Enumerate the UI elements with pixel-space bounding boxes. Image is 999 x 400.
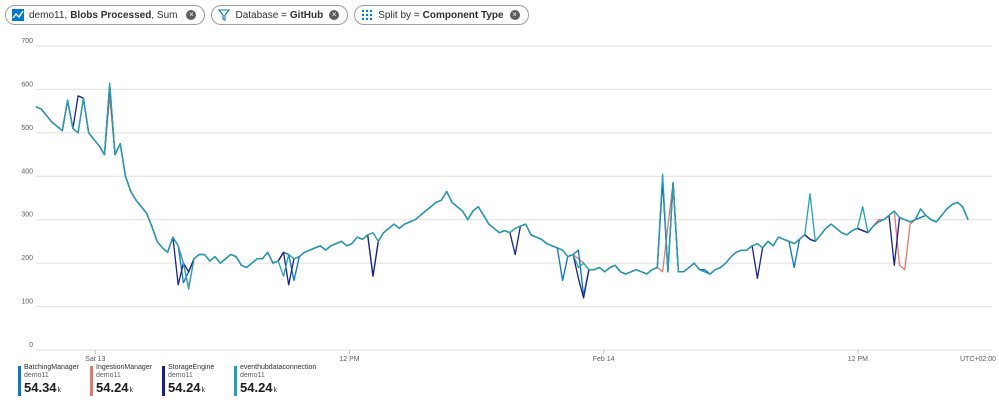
- y-tick-label: 300: [21, 212, 33, 219]
- filter-label: Database =: [235, 9, 287, 21]
- legend-color-bar: [162, 366, 165, 396]
- y-tick-label: 700: [21, 38, 33, 45]
- x-tick-label: Sat 13: [85, 356, 105, 363]
- close-icon[interactable]: ×: [329, 10, 340, 20]
- legend-series-value: 54.24k: [96, 380, 134, 395]
- filter-icon: [217, 8, 231, 22]
- series-line-eventhubdataconnection[interactable]: [35, 82, 969, 290]
- x-tick-label: Feb 14: [593, 356, 615, 363]
- metric-pill[interactable]: demo11, Blobs Processed, Sum ×: [5, 5, 206, 25]
- legend-series-name: StorageEngine: [168, 364, 215, 371]
- legend-series-value: 54.24k: [240, 380, 278, 395]
- split-icon: [360, 8, 374, 22]
- chart-legend: BatchingManager demo11 54.34k IngestionM…: [18, 364, 330, 398]
- legend-series-value: 54.34k: [24, 380, 62, 395]
- legend-series-name: BatchingManager: [24, 364, 79, 371]
- y-tick-label: 100: [21, 299, 33, 306]
- x-tick-label: 12 PM: [339, 356, 359, 363]
- y-tick-label: 400: [21, 168, 33, 175]
- legend-series-sub: demo11: [168, 372, 193, 379]
- legend-series-name: eventhubdataconnection: [240, 364, 317, 371]
- split-pill[interactable]: Split by = Component Type ×: [354, 5, 529, 25]
- filter-value: GitHub: [289, 9, 324, 21]
- legend-series-sub: demo11: [96, 372, 121, 379]
- legend-series-value: 54.24k: [168, 380, 206, 395]
- legend-series-sub: demo11: [240, 372, 265, 379]
- legend-color-bar: [234, 366, 237, 396]
- split-label: Split by =: [378, 9, 420, 21]
- database-filter-pill[interactable]: Database = GitHub ×: [211, 5, 349, 25]
- legend-series-sub: demo11: [24, 372, 49, 379]
- legend-item[interactable]: IngestionManager demo11 54.24k: [90, 364, 162, 398]
- y-tick-label: 600: [21, 81, 33, 88]
- legend-series-name: IngestionManager: [96, 364, 153, 371]
- y-tick-label: 0: [29, 342, 33, 349]
- close-icon[interactable]: ×: [186, 10, 197, 20]
- y-tick-label: 200: [21, 255, 33, 262]
- split-value: Component Type: [422, 9, 504, 21]
- timezone-label: UTC+02:00: [960, 356, 996, 363]
- legend-item[interactable]: BatchingManager demo11 54.34k: [18, 364, 90, 398]
- legend-item[interactable]: eventhubdataconnection demo11 54.24k: [234, 364, 330, 398]
- legend-color-bar: [18, 366, 21, 396]
- series-line-StorageEngine[interactable]: [35, 84, 969, 299]
- x-tick-label: 12 PM: [848, 356, 868, 363]
- metric-chart-icon: [11, 8, 25, 22]
- legend-color-bar: [90, 366, 93, 396]
- legend-item[interactable]: StorageEngine demo11 54.24k: [162, 364, 234, 398]
- metric-prefix: demo11,: [29, 9, 68, 21]
- filter-pills: demo11, Blobs Processed, Sum × Database …: [5, 5, 529, 25]
- metric-name: Blobs Processed: [70, 9, 152, 21]
- y-tick-label: 500: [21, 125, 33, 132]
- close-icon[interactable]: ×: [509, 10, 520, 20]
- metric-suffix: , Sum: [151, 9, 178, 21]
